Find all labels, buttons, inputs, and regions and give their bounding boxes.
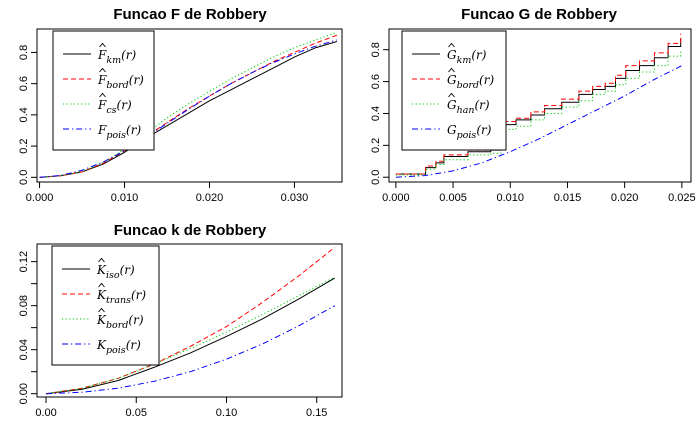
panel-k-frame	[36, 243, 343, 398]
panel-g-x-tick-label: 0.000	[382, 192, 410, 204]
panel-k-legend-hat	[98, 282, 105, 288]
panel-k-legend-hat	[98, 307, 105, 313]
panel-k-x-tick-label: 0.00	[35, 407, 56, 419]
panel-k-series-0	[45, 277, 336, 395]
panel-g-legend-label: Gkm(r)	[447, 48, 487, 66]
panel-k-lines	[45, 246, 336, 395]
panel-k-y-tick-label: 0.08	[18, 295, 30, 316]
panel-g-y-tick-label: 0.2	[370, 138, 382, 153]
panel-k-series-2	[45, 276, 336, 395]
panel-g-legend: Gkm(r) Gbord(r) Ghan(r) Gpois(r)	[401, 30, 507, 151]
panel-k-legend-label: Kbord(r)	[96, 313, 144, 331]
panel-g-legend-label: Gpois(r)	[447, 123, 492, 141]
panel-f-legend-label: Fcs(r)	[97, 98, 132, 116]
panel-f-lines	[39, 31, 338, 178]
panel-f-x-tick-label: 0.020	[196, 192, 224, 204]
panel-f: Funcao F de Robbery 0.000 0.010 0.020 0.030…	[18, 6, 343, 204]
panel-f-x-tick-label: 0.030	[281, 192, 309, 204]
panel-g-x-tick-label: 0.005	[439, 192, 467, 204]
panel-g-y-tick-label: 0.4	[370, 106, 382, 121]
panel-g-frame	[388, 28, 692, 183]
panel-g-y-tick-label: 0.6	[370, 74, 382, 89]
panel-g-x-tick-label: 0.020	[611, 192, 639, 204]
panel-k-series-1	[45, 246, 336, 395]
panel-f-legend-hat	[99, 42, 106, 48]
panel-g-legend-label: Gbord(r)	[447, 73, 494, 91]
panel-f-legend-label: Fpois(r)	[97, 123, 141, 141]
panel-g-x-tick-label: 0.010	[496, 192, 524, 204]
panel-f-series-2	[39, 31, 338, 178]
panel-g-legend-hat	[448, 92, 455, 98]
panel-g-legend-label: Ghan(r)	[447, 98, 490, 116]
panel-g-legend-hat	[448, 67, 455, 73]
panel-f-title: Funcao F de Robbery	[113, 6, 267, 23]
panel-g-y-tick-label: 0.8	[370, 42, 382, 57]
panel-f-legend-hat	[99, 67, 106, 73]
panel-f-y-tick-label: 0.4	[18, 107, 30, 122]
panel-k-legend-hat	[98, 257, 105, 263]
panel-k-axes: 0.00 0.05 0.10 0.15 0.00 0.04 0.08 0.12	[18, 251, 328, 419]
panel-g-title: Funcao G de Robbery	[461, 6, 618, 23]
panel-k-legend-label: Kpois(r)	[96, 338, 141, 356]
panel-g-axes: 0.000 0.005 0.010 0.015 0.020 0.025 0.0 0.2 0.4 0…	[370, 42, 696, 204]
panel-g: Funcao G de Robbery 0.000 0.005 0.010 0.015…	[370, 6, 696, 204]
panel-k-legend: Kiso(r) Ktrans(r) Kbord(r) Kpois(r)	[51, 245, 160, 366]
panel-f-legend-box	[52, 30, 155, 151]
panel-f-legend-hat	[99, 92, 106, 98]
panel-k-x-tick-label: 0.05	[126, 407, 147, 419]
panel-f-y-tick-label: 0.0	[18, 170, 30, 185]
panel-k-legend-box	[51, 245, 160, 366]
panel-k-y-tick-label: 0.00	[18, 383, 30, 404]
panel-g-series-3	[395, 65, 683, 178]
panel-f-x-tick-label: 0.010	[111, 192, 139, 204]
panel-g-lines	[395, 33, 683, 178]
panel-k-y-tick-label: 0.12	[18, 251, 30, 272]
panel-k: Funcao k de Robbery 0.00 0.05 0.10 0.150.00…	[18, 222, 343, 419]
panel-k-title: Funcao k de Robbery	[114, 222, 267, 239]
panel-g-y-tick-label: 0.0	[370, 170, 382, 185]
panel-g-legend-hat	[448, 42, 455, 48]
panel-g-series-1	[395, 33, 682, 175]
panel-k-x-tick-label: 0.15	[306, 407, 327, 419]
panel-f-frame	[36, 28, 343, 183]
panel-g-legend-box	[401, 30, 507, 151]
panel-f-legend-label: Fkm(r)	[97, 48, 137, 66]
panel-f-y-tick-label: 0.2	[18, 138, 30, 153]
panel-g-x-tick-label: 0.015	[554, 192, 582, 204]
panel-f-legend: Fkm(r) Fbord(r) Fcs(r) Fpois(r)	[52, 30, 155, 151]
panel-f-axes: 0.000 0.010 0.020 0.030 0.0 0.2 0.4 0.6 0.8	[18, 45, 308, 204]
panel-g-x-tick-label: 0.025	[668, 192, 696, 204]
panel-g-series-0	[395, 38, 682, 175]
panel-k-legend-label: Ktrans(r)	[96, 288, 146, 306]
panel-k-x-tick-label: 0.10	[216, 407, 237, 419]
panel-f-y-tick-label: 0.6	[18, 76, 30, 91]
panel-f-x-tick-label: 0.000	[26, 192, 54, 204]
panel-k-legend-label: Kiso(r)	[96, 263, 135, 281]
panel-f-y-tick-label: 0.8	[18, 45, 30, 60]
panel-k-y-tick-label: 0.04	[18, 339, 30, 360]
panel-f-legend-label: Fbord(r)	[97, 73, 144, 91]
panel-f-series-3	[39, 39, 338, 178]
panel-k-series-3	[46, 305, 336, 395]
